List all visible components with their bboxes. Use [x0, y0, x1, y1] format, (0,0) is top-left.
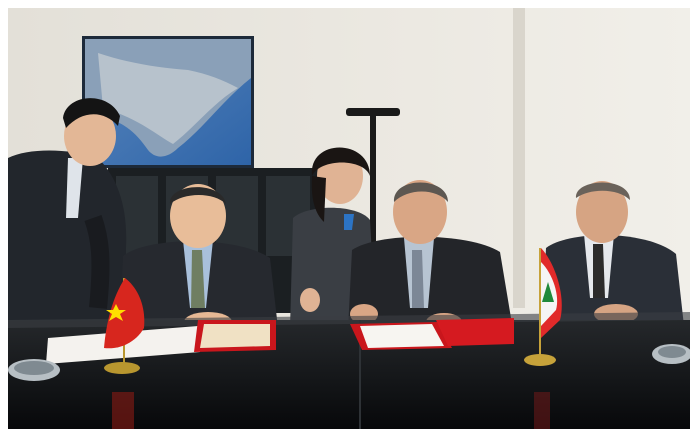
wall-map [82, 36, 254, 168]
ashtray-right [652, 344, 690, 364]
flag-china [104, 278, 145, 429]
person-seated-man-center [348, 180, 513, 331]
signing-ceremony-scene [8, 8, 690, 429]
wall-pillar [513, 8, 525, 308]
person-seated-man-left [120, 184, 278, 332]
ashtray-left [8, 359, 60, 381]
document-folder-right [350, 318, 514, 350]
person-standing-man [8, 98, 127, 328]
photo [8, 8, 690, 429]
floor-lamp [346, 108, 400, 244]
flag-lebanon [524, 248, 562, 429]
